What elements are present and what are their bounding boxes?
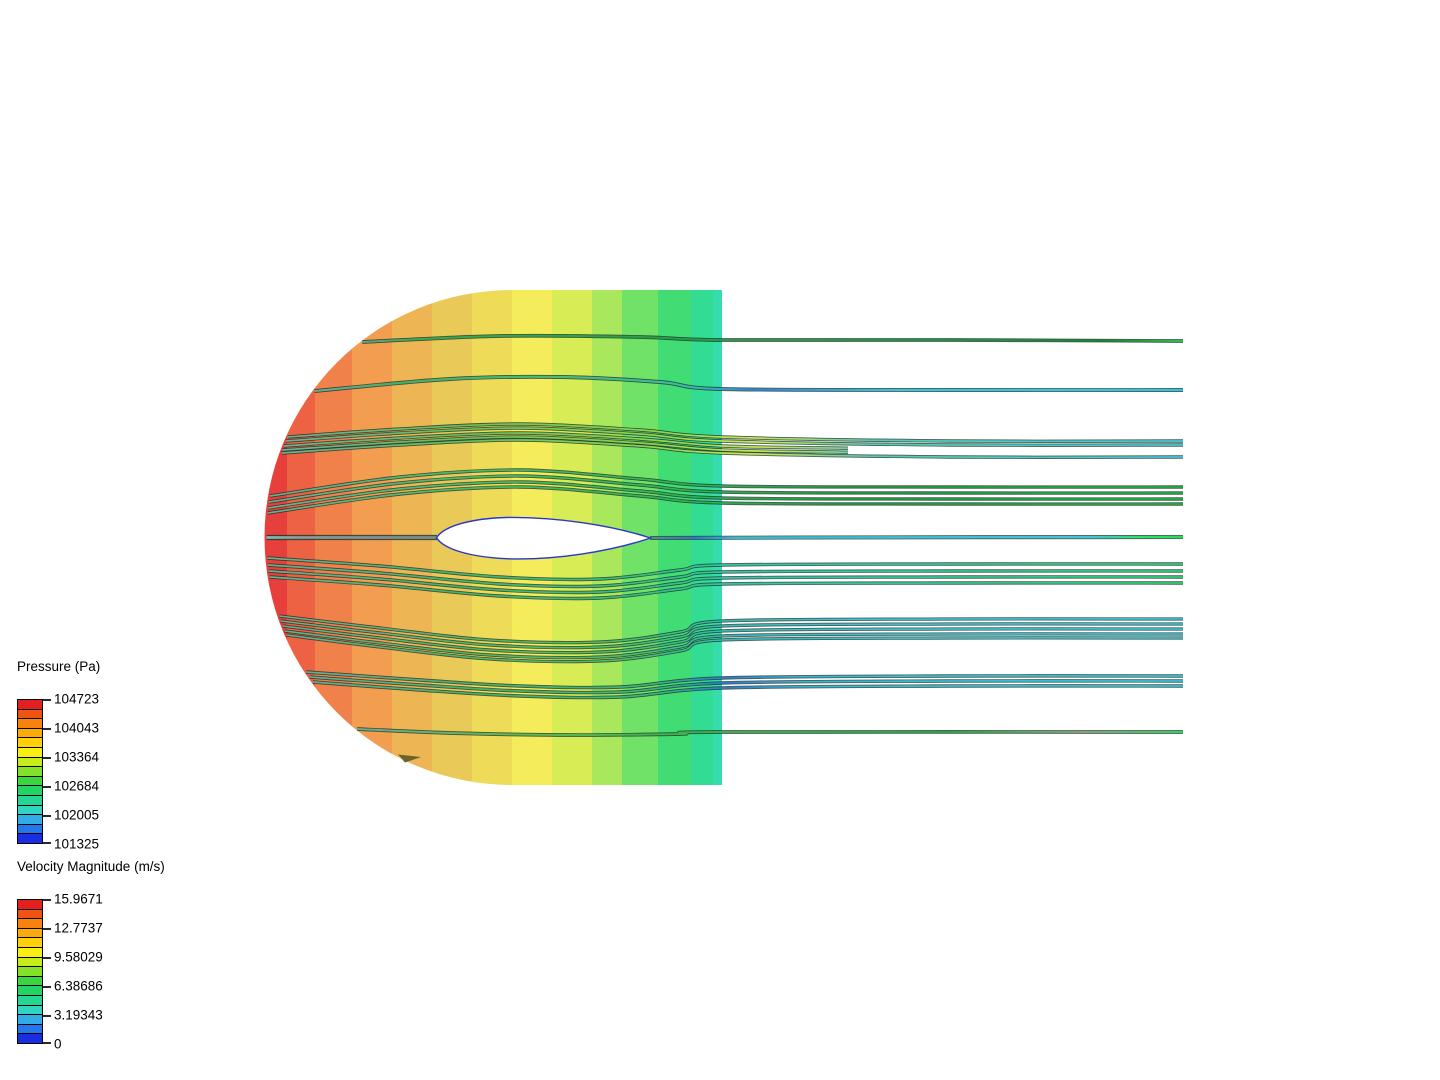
colorbar-tick-label: 102684 bbox=[54, 778, 100, 794]
colorbar-segment bbox=[18, 947, 42, 958]
streamline-bundle-lower bbox=[284, 630, 1184, 659]
streamline-bundle-upper bbox=[287, 423, 1184, 443]
streamlines bbox=[266, 333, 1184, 737]
streamline-bundle-upper bbox=[281, 439, 1184, 459]
colorbar-segment bbox=[18, 728, 42, 739]
streamline-bundle-bottom bbox=[313, 681, 1184, 699]
colorbar-tick-label: 0 bbox=[54, 1036, 62, 1052]
colorbar-segment bbox=[18, 1005, 42, 1016]
colorbar-segment bbox=[18, 757, 42, 768]
streamline-bundle-upper bbox=[283, 432, 849, 450]
colorbar-segment bbox=[18, 815, 42, 825]
colorbar-segment bbox=[18, 1015, 42, 1025]
colorbar-segment bbox=[18, 709, 42, 720]
colorbar-tick bbox=[43, 1042, 51, 1044]
streamline-top bbox=[362, 334, 1184, 343]
colorbar-segment bbox=[18, 786, 42, 796]
colorbar-tick bbox=[43, 986, 51, 988]
colorbar-segment bbox=[18, 957, 42, 968]
velocity-colorbar: 15.9671 12.7737 9.58029 6.38686 3.19343 0 bbox=[17, 892, 103, 1052]
streamline-bundle-lower bbox=[286, 634, 1184, 663]
colorbar-segment bbox=[18, 776, 42, 787]
streamline-bundle-above-airfoil bbox=[268, 481, 1184, 509]
wake-line bbox=[649, 535, 1184, 540]
colorbar-tick-label: 9.58029 bbox=[54, 949, 103, 965]
colorbar-segment bbox=[18, 938, 42, 948]
colorbar-tick bbox=[43, 928, 51, 930]
streamline-bundle-upper bbox=[282, 436, 849, 454]
colorbar-segment bbox=[18, 909, 42, 920]
pressure-legend: Pressure (Pa) 104723 104043 103364 102684 10… bbox=[17, 659, 101, 852]
colorbar-tick bbox=[43, 1015, 51, 1017]
colorbar-segment bbox=[18, 738, 42, 748]
streamline-bundle-lower bbox=[279, 615, 1184, 644]
streamline-bundle-upper bbox=[286, 427, 1184, 447]
streamline-bundle-above-airfoil bbox=[268, 475, 1184, 503]
colorbar-segment bbox=[18, 1024, 42, 1035]
streamline-bottom-single bbox=[357, 728, 1184, 737]
colorbar-segment bbox=[18, 967, 42, 977]
colorbar-segment bbox=[18, 1034, 42, 1043]
colorbar-segment bbox=[18, 767, 42, 777]
colorbar-tick bbox=[43, 757, 51, 759]
streamline-bundle-above-airfoil bbox=[269, 469, 1184, 497]
velocity-legend-title: Velocity Magnitude (m/s) bbox=[17, 859, 165, 874]
streamline-bundle-lower bbox=[282, 625, 1184, 654]
mesh-artifact-wedge bbox=[398, 754, 421, 763]
streamline-bundle-bottom bbox=[309, 676, 1184, 694]
colorbar-tick-label: 6.38686 bbox=[54, 978, 103, 994]
colorbar-segment bbox=[18, 919, 42, 929]
colorbar-tick-label: 104043 bbox=[54, 720, 100, 736]
streamline-bundle-below-airfoil bbox=[267, 557, 1184, 581]
streamline-bundle-below-airfoil bbox=[267, 564, 1184, 588]
colorbar-tick-label: 104723 bbox=[54, 691, 100, 707]
colorbar-tick bbox=[43, 842, 51, 844]
colorbar-segment bbox=[18, 900, 42, 910]
colorbar-tick-label: 15.9671 bbox=[54, 891, 103, 907]
velocity-colorbar-gradient bbox=[17, 899, 43, 1044]
colorbar-segment bbox=[18, 928, 42, 939]
airfoil-body bbox=[435, 516, 653, 560]
colorbar-segment bbox=[18, 795, 42, 806]
colorbar-tick-label: 12.7737 bbox=[54, 920, 103, 936]
streamline-bundle-bottom bbox=[306, 671, 1184, 689]
colorbar-segment bbox=[18, 747, 42, 758]
colorbar-tick bbox=[43, 786, 51, 788]
colorbar-tick bbox=[43, 815, 51, 817]
colorbar-tick-label: 103364 bbox=[54, 749, 100, 765]
colorbar-tick-label: 101325 bbox=[54, 836, 100, 852]
streamline-bundle-below-airfoil bbox=[269, 576, 1184, 600]
colorbar-segment bbox=[18, 995, 42, 1006]
colorbar-tick bbox=[43, 728, 51, 730]
streamline-bundle-below-airfoil bbox=[268, 570, 1184, 594]
colorbar-segment bbox=[18, 834, 42, 843]
velocity-legend: Velocity Magnitude (m/s) 15.9671 12.7737 9… bbox=[17, 859, 165, 1052]
pressure-colorbar-gradient bbox=[17, 699, 43, 844]
colorbar-tick-label: 3.19343 bbox=[54, 1007, 103, 1023]
colorbar-tick bbox=[43, 699, 51, 701]
colorbar-tick-label: 102005 bbox=[54, 807, 100, 823]
streamline-upper bbox=[314, 375, 1184, 393]
colorbar-segment bbox=[18, 976, 42, 987]
pressure-legend-title: Pressure (Pa) bbox=[17, 659, 101, 674]
colorbar-segment bbox=[18, 700, 42, 710]
streamline-bundle-lower bbox=[280, 620, 1184, 649]
colorbar-segment bbox=[18, 719, 42, 729]
colorbar-tick bbox=[43, 899, 51, 901]
colorbar-segment bbox=[18, 824, 42, 835]
colorbar-segment bbox=[18, 805, 42, 816]
colorbar-tick bbox=[43, 957, 51, 959]
pressure-colorbar: 104723 104043 103364 102684 102005 101325 bbox=[17, 692, 99, 852]
colorbar-segment bbox=[18, 986, 42, 996]
streamline-bundle-above-airfoil bbox=[267, 486, 1184, 514]
